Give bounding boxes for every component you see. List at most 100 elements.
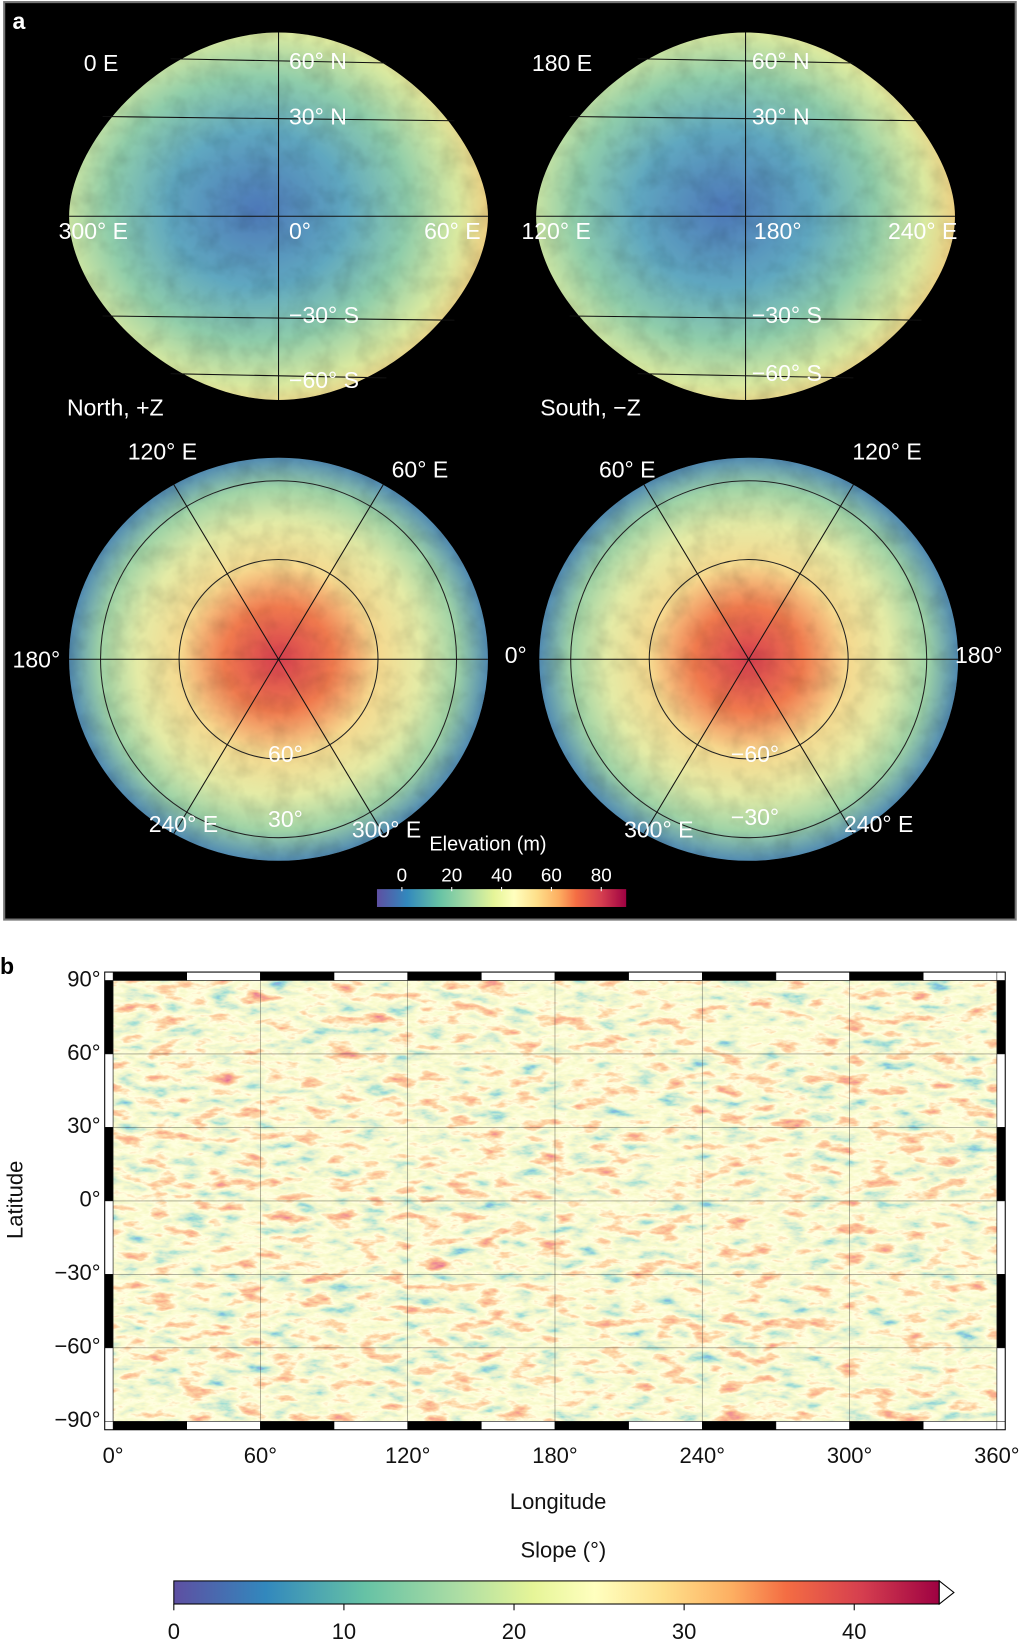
x-tick-label: 180° (532, 1443, 577, 1468)
colorbar-tick-label: 20 (441, 865, 462, 886)
view-annotation: 0 E (84, 50, 119, 76)
frame (260, 1421, 335, 1431)
view-annotation: 300° E (352, 816, 421, 842)
colorbar-extension (938, 1579, 955, 1606)
frame (996, 1127, 1006, 1202)
view-annotation: 240° E (844, 811, 913, 837)
view-annotation: 120° E (852, 439, 921, 465)
asteroid-views (69, 32, 959, 861)
frame (481, 971, 556, 981)
colorbar-tick-label: 0 (397, 865, 407, 886)
view-annotation: 120° E (521, 218, 590, 244)
x-axis-label: Longitude (510, 1489, 607, 1514)
panel-label: b (0, 953, 14, 979)
frame (996, 1053, 1006, 1128)
x-tick-label: 360° (974, 1443, 1019, 1468)
colorbar-tick-label: 20 (502, 1619, 526, 1644)
y-tick-label: −90° (54, 1407, 100, 1432)
x-tick-label: 0° (103, 1443, 124, 1468)
view-annotation: 300° E (59, 218, 128, 244)
frame (996, 1200, 1006, 1275)
y-tick-label: 90° (67, 966, 100, 991)
parallel (637, 58, 854, 64)
x-tick-label: 240° (680, 1443, 725, 1468)
frame (407, 1421, 482, 1431)
colorbar-tick-label: 80 (591, 865, 612, 886)
view-annotation: 120° E (128, 439, 197, 465)
view-annotation: 240° E (149, 811, 218, 837)
colorbar-tick-label: 30 (672, 1619, 696, 1644)
parallel (102, 115, 455, 122)
frame (104, 1347, 114, 1422)
view-annotation: 180 E (532, 50, 592, 76)
frame (996, 980, 1006, 1055)
x-tick-label: 300° (827, 1443, 872, 1468)
frame (104, 1274, 114, 1349)
view-annotation: 60° E (392, 456, 449, 482)
frame (112, 1421, 188, 1431)
frame (628, 1421, 703, 1431)
frame (112, 971, 188, 981)
y-tick-label: −60° (54, 1334, 100, 1359)
view-annotation: 60° N (752, 48, 810, 74)
x-tick-label: 120° (385, 1443, 430, 1468)
view-annotation: 30° N (289, 104, 347, 130)
frame (996, 1347, 1006, 1422)
elevation-colorbar (376, 889, 627, 907)
y-tick-label: 0° (80, 1187, 101, 1212)
view-annotation: 300° E (624, 816, 693, 842)
frame (554, 1421, 629, 1431)
y-tick-label: −30° (54, 1260, 100, 1285)
frame (554, 971, 629, 981)
frame (104, 1200, 114, 1275)
frame (922, 971, 998, 981)
parallel (637, 373, 854, 379)
frame (186, 1421, 261, 1431)
view-annotation: 180° (754, 218, 802, 244)
frame (104, 1127, 114, 1202)
view-annotation: −30° (731, 804, 779, 830)
frame (702, 971, 777, 981)
frame (333, 971, 408, 981)
y-axis-label: Latitude (3, 1161, 28, 1239)
frame (104, 980, 114, 1055)
slope-colorbar (173, 1580, 940, 1605)
colorbar-title: Elevation (m) (429, 833, 546, 855)
view-annotation: −60° S (752, 360, 822, 386)
colorbar-tick-label: 60 (541, 865, 562, 886)
parallel (569, 115, 922, 122)
meridian (643, 484, 854, 835)
view-annotation: −30° S (289, 302, 359, 328)
view-annotation: 60° E (424, 218, 481, 244)
frame (702, 1421, 777, 1431)
frame (333, 1421, 408, 1431)
parallel (569, 315, 922, 321)
frame (260, 971, 335, 981)
frame (628, 971, 703, 981)
frame (186, 971, 261, 981)
meridian (173, 484, 384, 835)
frame (775, 971, 850, 981)
colorbar-tick-label: 10 (332, 1619, 356, 1644)
y-tick-label: 30° (67, 1113, 100, 1138)
view-annotation: 0° (505, 642, 527, 668)
panel-label: a (13, 8, 26, 34)
view-annotation: 60° (268, 741, 303, 767)
colorbar-tick-label: 40 (842, 1619, 866, 1644)
view-annotation: South, −Z (540, 394, 640, 420)
view-annotation: 240° E (888, 218, 957, 244)
frame (849, 1421, 924, 1431)
parallel (170, 373, 387, 379)
frame (775, 1421, 850, 1431)
frame (481, 1421, 556, 1431)
colorbar-title: Slope (°) (520, 1537, 606, 1562)
frame-border (104, 971, 1006, 1431)
frame (922, 1421, 998, 1431)
view-annotation: −30° S (752, 302, 822, 328)
view-annotation: 60° E (599, 456, 656, 482)
frame (407, 971, 482, 981)
x-tick-label: 60° (244, 1443, 277, 1468)
view-annotation: 30° N (752, 104, 810, 130)
